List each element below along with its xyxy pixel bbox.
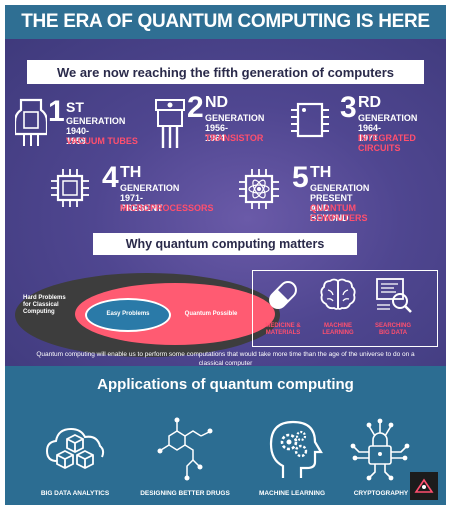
brain-icon <box>320 278 356 310</box>
generation-tech: TRANSISTOR <box>205 133 264 143</box>
generation-number: 3 <box>340 91 357 124</box>
generation-tech: INTEGRATED CIRCUITS <box>358 133 416 153</box>
easy-problems-ellipse <box>85 298 171 332</box>
microprocessor-icon <box>51 169 89 207</box>
vacuum-tube-icon <box>15 98 47 146</box>
domain-label: SEARCHING BIG DATA <box>374 323 411 336</box>
generation-years: 1971-PRESENT <box>120 193 163 213</box>
circuit-lock-icon <box>350 418 410 481</box>
generation-years: 1964-1971 <box>358 123 382 143</box>
generation-suffix: TH <box>120 164 142 181</box>
generation-label: GENERATION <box>120 183 180 193</box>
generation-label: GENERATION <box>66 116 126 126</box>
generation-tech: VACUUM TUBES <box>66 136 138 146</box>
application-label: MACHINE LEARNING <box>258 490 326 497</box>
transistor-icon <box>155 99 185 148</box>
generation-number: 2 <box>187 91 204 124</box>
generation-number: 1 <box>48 95 65 128</box>
pill-icon <box>269 281 297 309</box>
generation-label: GENERATION <box>205 113 265 123</box>
infographic: THE ERA OF QUANTUM COMPUTING IS HERE We … <box>5 5 446 505</box>
generation-label: GENERATION <box>358 113 418 123</box>
hard-problems-label: Hard Problems for Classical Computing <box>23 295 66 315</box>
generation-number: 4 <box>102 161 119 194</box>
generation-years: PRESENT AND BEYOND <box>310 193 353 223</box>
domain-label: MEDICINE & MATERIALS <box>265 323 301 336</box>
data-search-icon <box>376 278 412 313</box>
subtitle: We are now reaching the fifth generation… <box>27 60 424 84</box>
generation-tech: MICROPROCESSORS <box>120 203 214 213</box>
science-room-logo <box>410 472 438 500</box>
logo-icon <box>414 478 434 493</box>
page-title: THE ERA OF QUANTUM COMPUTING IS HERE <box>5 5 446 39</box>
domains-box <box>252 270 438 347</box>
molecule-icon <box>157 417 213 481</box>
generation-suffix: TH <box>310 164 332 181</box>
why-title: Why quantum computing matters <box>93 233 357 255</box>
generation-suffix: RD <box>358 94 382 111</box>
quantum-note: Quantum computing will enable us to perf… <box>36 351 415 367</box>
application-label: DESIGNING BETTER DRUGS <box>140 490 230 497</box>
integrated-circuit-icon <box>291 102 329 138</box>
generation-number: 5 <box>292 161 309 194</box>
easy-problems-label: Easy Problems <box>106 311 150 317</box>
cubes-cloud-icon <box>45 427 105 470</box>
quantum-possible-label: Quantum Possible <box>184 311 238 317</box>
application-label: CRYPTOGRAPHY <box>353 490 409 497</box>
quantum-chip-icon <box>239 169 279 209</box>
generation-label: GENERATION <box>310 183 370 193</box>
generation-suffix: ST <box>66 99 84 115</box>
generation-tech: QUANTUM COMPUTERS <box>310 203 368 223</box>
applications-section: Applications of quantum computing BIG DA… <box>5 366 446 505</box>
generation-years: 1940-1959 <box>66 126 90 146</box>
application-label: BIG DATA ANALYTICS <box>40 490 110 497</box>
head-gears-icon <box>269 420 323 478</box>
generation-years: 1956-1964 <box>205 123 229 143</box>
generation-suffix: ND <box>205 94 229 111</box>
applications-title: Applications of quantum computing <box>97 376 354 393</box>
domain-label: MACHINE LEARNING <box>322 323 354 336</box>
